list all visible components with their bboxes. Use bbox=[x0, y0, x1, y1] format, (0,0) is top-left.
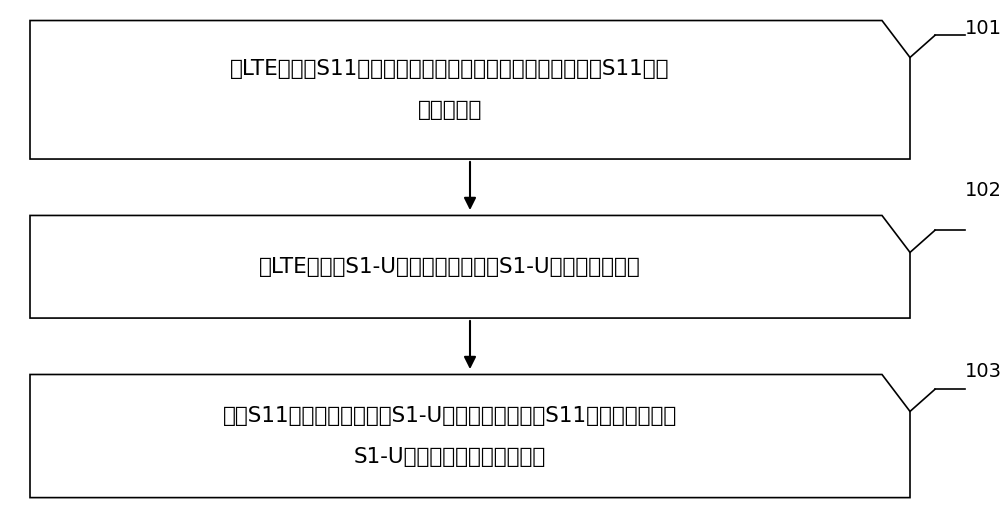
Text: 从LTE系统的S1-U接口的数据中提取S1-U接口侧隧道信息: 从LTE系统的S1-U接口的数据中提取S1-U接口侧隧道信息 bbox=[259, 257, 641, 277]
Text: S1-U接口的用户数据关联起来: S1-U接口的用户数据关联起来 bbox=[354, 447, 546, 466]
Polygon shape bbox=[30, 374, 910, 498]
Text: 101: 101 bbox=[965, 18, 1000, 38]
Text: 在LTE系统的S11接口上通过创建用户面隧道的信令过程提取S11接口: 在LTE系统的S11接口上通过创建用户面隧道的信令过程提取S11接口 bbox=[230, 60, 670, 79]
Text: 侧隧道信息: 侧隧道信息 bbox=[418, 101, 482, 120]
Text: 103: 103 bbox=[965, 362, 1000, 382]
Text: 通过S11接口侧隧道信息和S1-U接口侧隧道信息将S11接口信令过程和: 通过S11接口侧隧道信息和S1-U接口侧隧道信息将S11接口信令过程和 bbox=[223, 406, 677, 425]
Polygon shape bbox=[30, 215, 910, 318]
Polygon shape bbox=[30, 21, 910, 159]
Text: 102: 102 bbox=[965, 181, 1000, 201]
